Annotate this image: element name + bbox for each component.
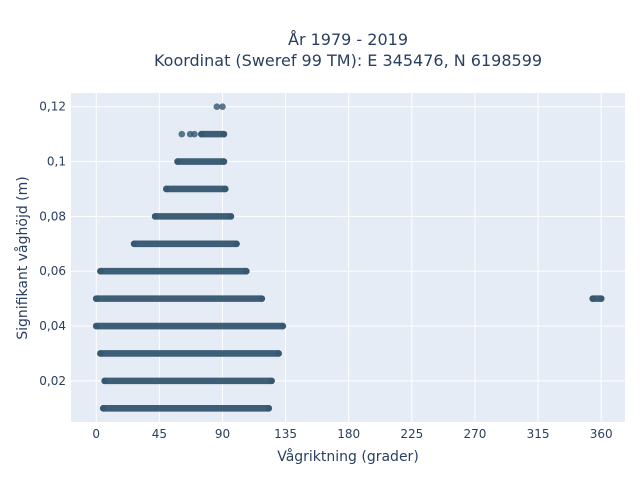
scatter-point — [220, 130, 228, 138]
y-tick-label: 0,06 — [39, 264, 66, 278]
x-tick-label: 180 — [337, 427, 360, 441]
chart-title-line2: Koordinat (Sweref 99 TM): E 345476, N 61… — [154, 51, 542, 70]
scatter-point — [92, 295, 100, 302]
scatter-point — [163, 185, 170, 193]
chart-title-line1: År 1979 - 2019 — [288, 30, 408, 49]
scatter-point — [268, 377, 275, 385]
y-axis-ticks: 0,02 0,04 0,06 0,08 0,1 0,12 — [39, 100, 66, 388]
scatter-point — [174, 158, 181, 165]
x-tick-label: 360 — [590, 427, 613, 441]
y-tick-label: 0,12 — [39, 100, 66, 114]
x-tick-label: 0 — [92, 427, 100, 441]
plot-area — [71, 93, 625, 422]
x-axis-ticks: 0 45 90 135 180 225 270 315 360 — [92, 427, 612, 441]
x-tick-label: 135 — [274, 427, 297, 441]
scatter-point — [191, 130, 198, 138]
scatter-point — [97, 350, 104, 357]
scatter-point — [99, 404, 107, 412]
y-tick-label: 0,1 — [47, 155, 66, 169]
x-tick-label: 315 — [527, 427, 550, 441]
scatter-point — [151, 213, 159, 220]
scatter-point — [258, 295, 266, 302]
scatter-point — [213, 103, 221, 111]
x-tick-label: 270 — [463, 427, 486, 441]
scatter-point — [92, 322, 100, 330]
scatter-point — [597, 295, 605, 302]
y-tick-label: 0,08 — [39, 209, 66, 223]
scatter-point — [130, 240, 138, 248]
scatter-point — [227, 213, 235, 220]
scatter-point — [589, 295, 597, 302]
scatter-point — [219, 103, 226, 111]
y-tick-label: 0,02 — [39, 374, 66, 388]
x-axis-title: Vågriktning (grader) — [277, 448, 419, 465]
scatter-point — [97, 267, 104, 275]
x-tick-label: 225 — [400, 427, 423, 441]
y-axis-title: Signifikant våghöjd (m) — [14, 176, 31, 339]
scatter-point — [243, 267, 250, 275]
scatter-point — [101, 377, 108, 385]
data-points — [92, 103, 605, 412]
scatter-point — [233, 240, 240, 248]
scatter-point — [221, 185, 229, 193]
y-tick-label: 0,04 — [39, 319, 66, 333]
scatter-point — [220, 158, 228, 165]
scatter-point — [279, 322, 287, 330]
scatter-point — [265, 404, 273, 412]
x-tick-label: 90 — [215, 427, 230, 441]
scatter-point — [275, 350, 282, 357]
x-tick-label: 45 — [152, 427, 167, 441]
scatter-point — [198, 130, 205, 138]
scatter-point — [178, 130, 186, 138]
